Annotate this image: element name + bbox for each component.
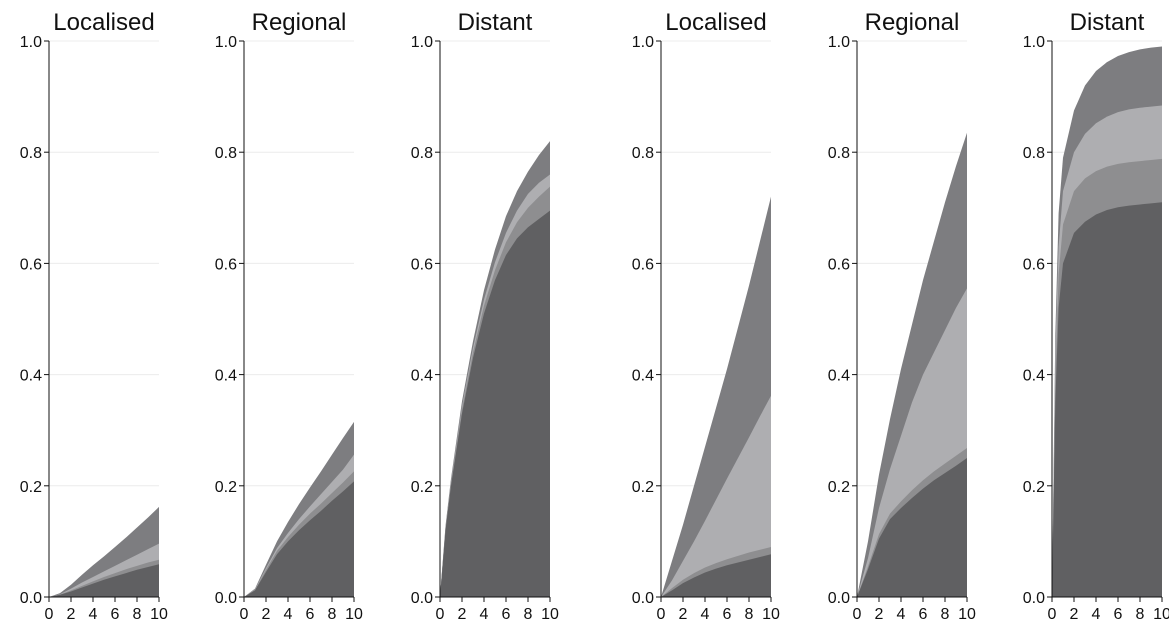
y-tick-label: 0.0 — [20, 590, 42, 607]
x-tick-label: 10 — [345, 606, 363, 623]
y-tick-label: 0.4 — [1023, 368, 1045, 385]
area-layer-3 — [661, 395, 771, 597]
x-tick-label: 4 — [480, 606, 489, 623]
y-tick-label: 0.2 — [1023, 479, 1045, 496]
x-tick-label: 2 — [262, 606, 271, 623]
chart-panel-1: 0.0 0.2 0.4 0.6 0.8 1.0 0 2 4 6 8 10 Localised — [20, 9, 168, 623]
y-tick-label: 0.6 — [215, 256, 237, 273]
y-tick-label: 0.0 — [632, 590, 654, 607]
y-tick-label: 0.4 — [215, 368, 237, 385]
x-tick-label: 4 — [897, 606, 906, 623]
area-layer-1 — [1052, 202, 1162, 598]
panel-title: Regional — [865, 9, 960, 36]
x-tick-label: 4 — [89, 606, 98, 623]
x-tick-label: 8 — [524, 606, 533, 623]
y-tick-label: 0.8 — [828, 145, 850, 162]
y-tick-label: 0.4 — [828, 368, 850, 385]
x-tick-label: 4 — [1092, 606, 1101, 623]
x-tick-label: 2 — [458, 606, 467, 623]
y-tick-label: 1.0 — [20, 34, 42, 51]
x-tick-label: 2 — [67, 606, 76, 623]
area-layer-1 — [857, 458, 967, 597]
x-tick-label: 10 — [958, 606, 976, 623]
x-tick-label: 8 — [941, 606, 950, 623]
y-tick-label: 1.0 — [632, 34, 654, 51]
y-tick-label: 0.8 — [20, 145, 42, 162]
x-tick-label: 10 — [762, 606, 780, 623]
y-tick-label: 0.8 — [215, 145, 237, 162]
y-tick-label: 0.0 — [411, 590, 433, 607]
x-tick-label: 10 — [541, 606, 559, 623]
x-tick-label: 6 — [111, 606, 120, 623]
x-tick-label: 8 — [133, 606, 142, 623]
x-tick-label: 8 — [328, 606, 337, 623]
x-tick-label: 2 — [1070, 606, 1079, 623]
y-tick-label: 0.8 — [411, 145, 433, 162]
y-tick-label: 0.0 — [215, 590, 237, 607]
area-layer-1 — [661, 554, 771, 597]
panel-title: Localised — [53, 9, 154, 36]
x-tick-label: 6 — [502, 606, 511, 623]
x-tick-label: 0 — [240, 606, 249, 623]
y-tick-label: 0.2 — [632, 479, 654, 496]
x-tick-label: 0 — [436, 606, 445, 623]
y-tick-label: 1.0 — [828, 34, 850, 51]
y-tick-label: 0.6 — [632, 256, 654, 273]
y-tick-label: 0.4 — [20, 368, 42, 385]
y-tick-label: 0.2 — [828, 479, 850, 496]
area-layer-1 — [440, 210, 550, 597]
chart-panel-5: 0.0 0.2 0.4 0.6 0.8 1.0 0 2 4 6 8 10 Regional — [828, 9, 976, 623]
x-tick-label: 0 — [657, 606, 666, 623]
y-tick-label: 0.2 — [215, 479, 237, 496]
x-tick-label: 0 — [1048, 606, 1057, 623]
x-tick-label: 4 — [701, 606, 710, 623]
y-tick-label: 0.6 — [411, 256, 433, 273]
y-tick-label: 0.2 — [20, 479, 42, 496]
panel-title: Localised — [665, 9, 766, 36]
y-tick-label: 1.0 — [215, 34, 237, 51]
y-tick-label: 0.0 — [828, 590, 850, 607]
panel-title: Regional — [252, 9, 347, 36]
x-tick-label: 0 — [853, 606, 862, 623]
x-tick-label: 0 — [45, 606, 54, 623]
panel-title: Distant — [458, 9, 533, 36]
y-tick-label: 0.4 — [632, 368, 654, 385]
y-tick-label: 0.4 — [411, 368, 433, 385]
x-tick-label: 6 — [723, 606, 732, 623]
x-tick-label: 4 — [284, 606, 293, 623]
x-tick-label: 8 — [1136, 606, 1145, 623]
panel-title: Distant — [1070, 9, 1145, 36]
chart-panel-2: 0.0 0.2 0.4 0.6 0.8 1.0 0 2 4 6 8 10 Regional — [215, 9, 363, 623]
y-tick-label: 0.6 — [828, 256, 850, 273]
chart-panel-6: 0.0 0.2 0.4 0.6 0.8 1.0 0 2 4 6 8 10 Distant — [1023, 9, 1169, 623]
x-tick-label: 10 — [150, 606, 168, 623]
chart-panel-4: 0.0 0.2 0.4 0.6 0.8 1.0 0 2 4 6 8 10 Localised — [632, 9, 780, 623]
y-tick-label: 0.0 — [1023, 590, 1045, 607]
y-tick-label: 1.0 — [1023, 34, 1045, 51]
x-tick-label: 6 — [1114, 606, 1123, 623]
y-tick-label: 0.6 — [1023, 256, 1045, 273]
area-layer-1 — [49, 564, 159, 597]
y-tick-label: 0.8 — [632, 145, 654, 162]
x-tick-label: 8 — [745, 606, 754, 623]
x-tick-label: 6 — [919, 606, 928, 623]
y-tick-label: 1.0 — [411, 34, 433, 51]
x-tick-label: 10 — [1153, 606, 1169, 623]
chart-panel-3: 0.0 0.2 0.4 0.6 0.8 1.0 0 2 4 6 8 10 Distant — [411, 9, 559, 623]
y-tick-label: 0.2 — [411, 479, 433, 496]
y-tick-label: 0.8 — [1023, 145, 1045, 162]
x-tick-label: 2 — [679, 606, 688, 623]
area-layer-1 — [244, 481, 354, 597]
x-tick-label: 2 — [875, 606, 884, 623]
x-tick-label: 6 — [306, 606, 315, 623]
y-tick-label: 0.6 — [20, 256, 42, 273]
